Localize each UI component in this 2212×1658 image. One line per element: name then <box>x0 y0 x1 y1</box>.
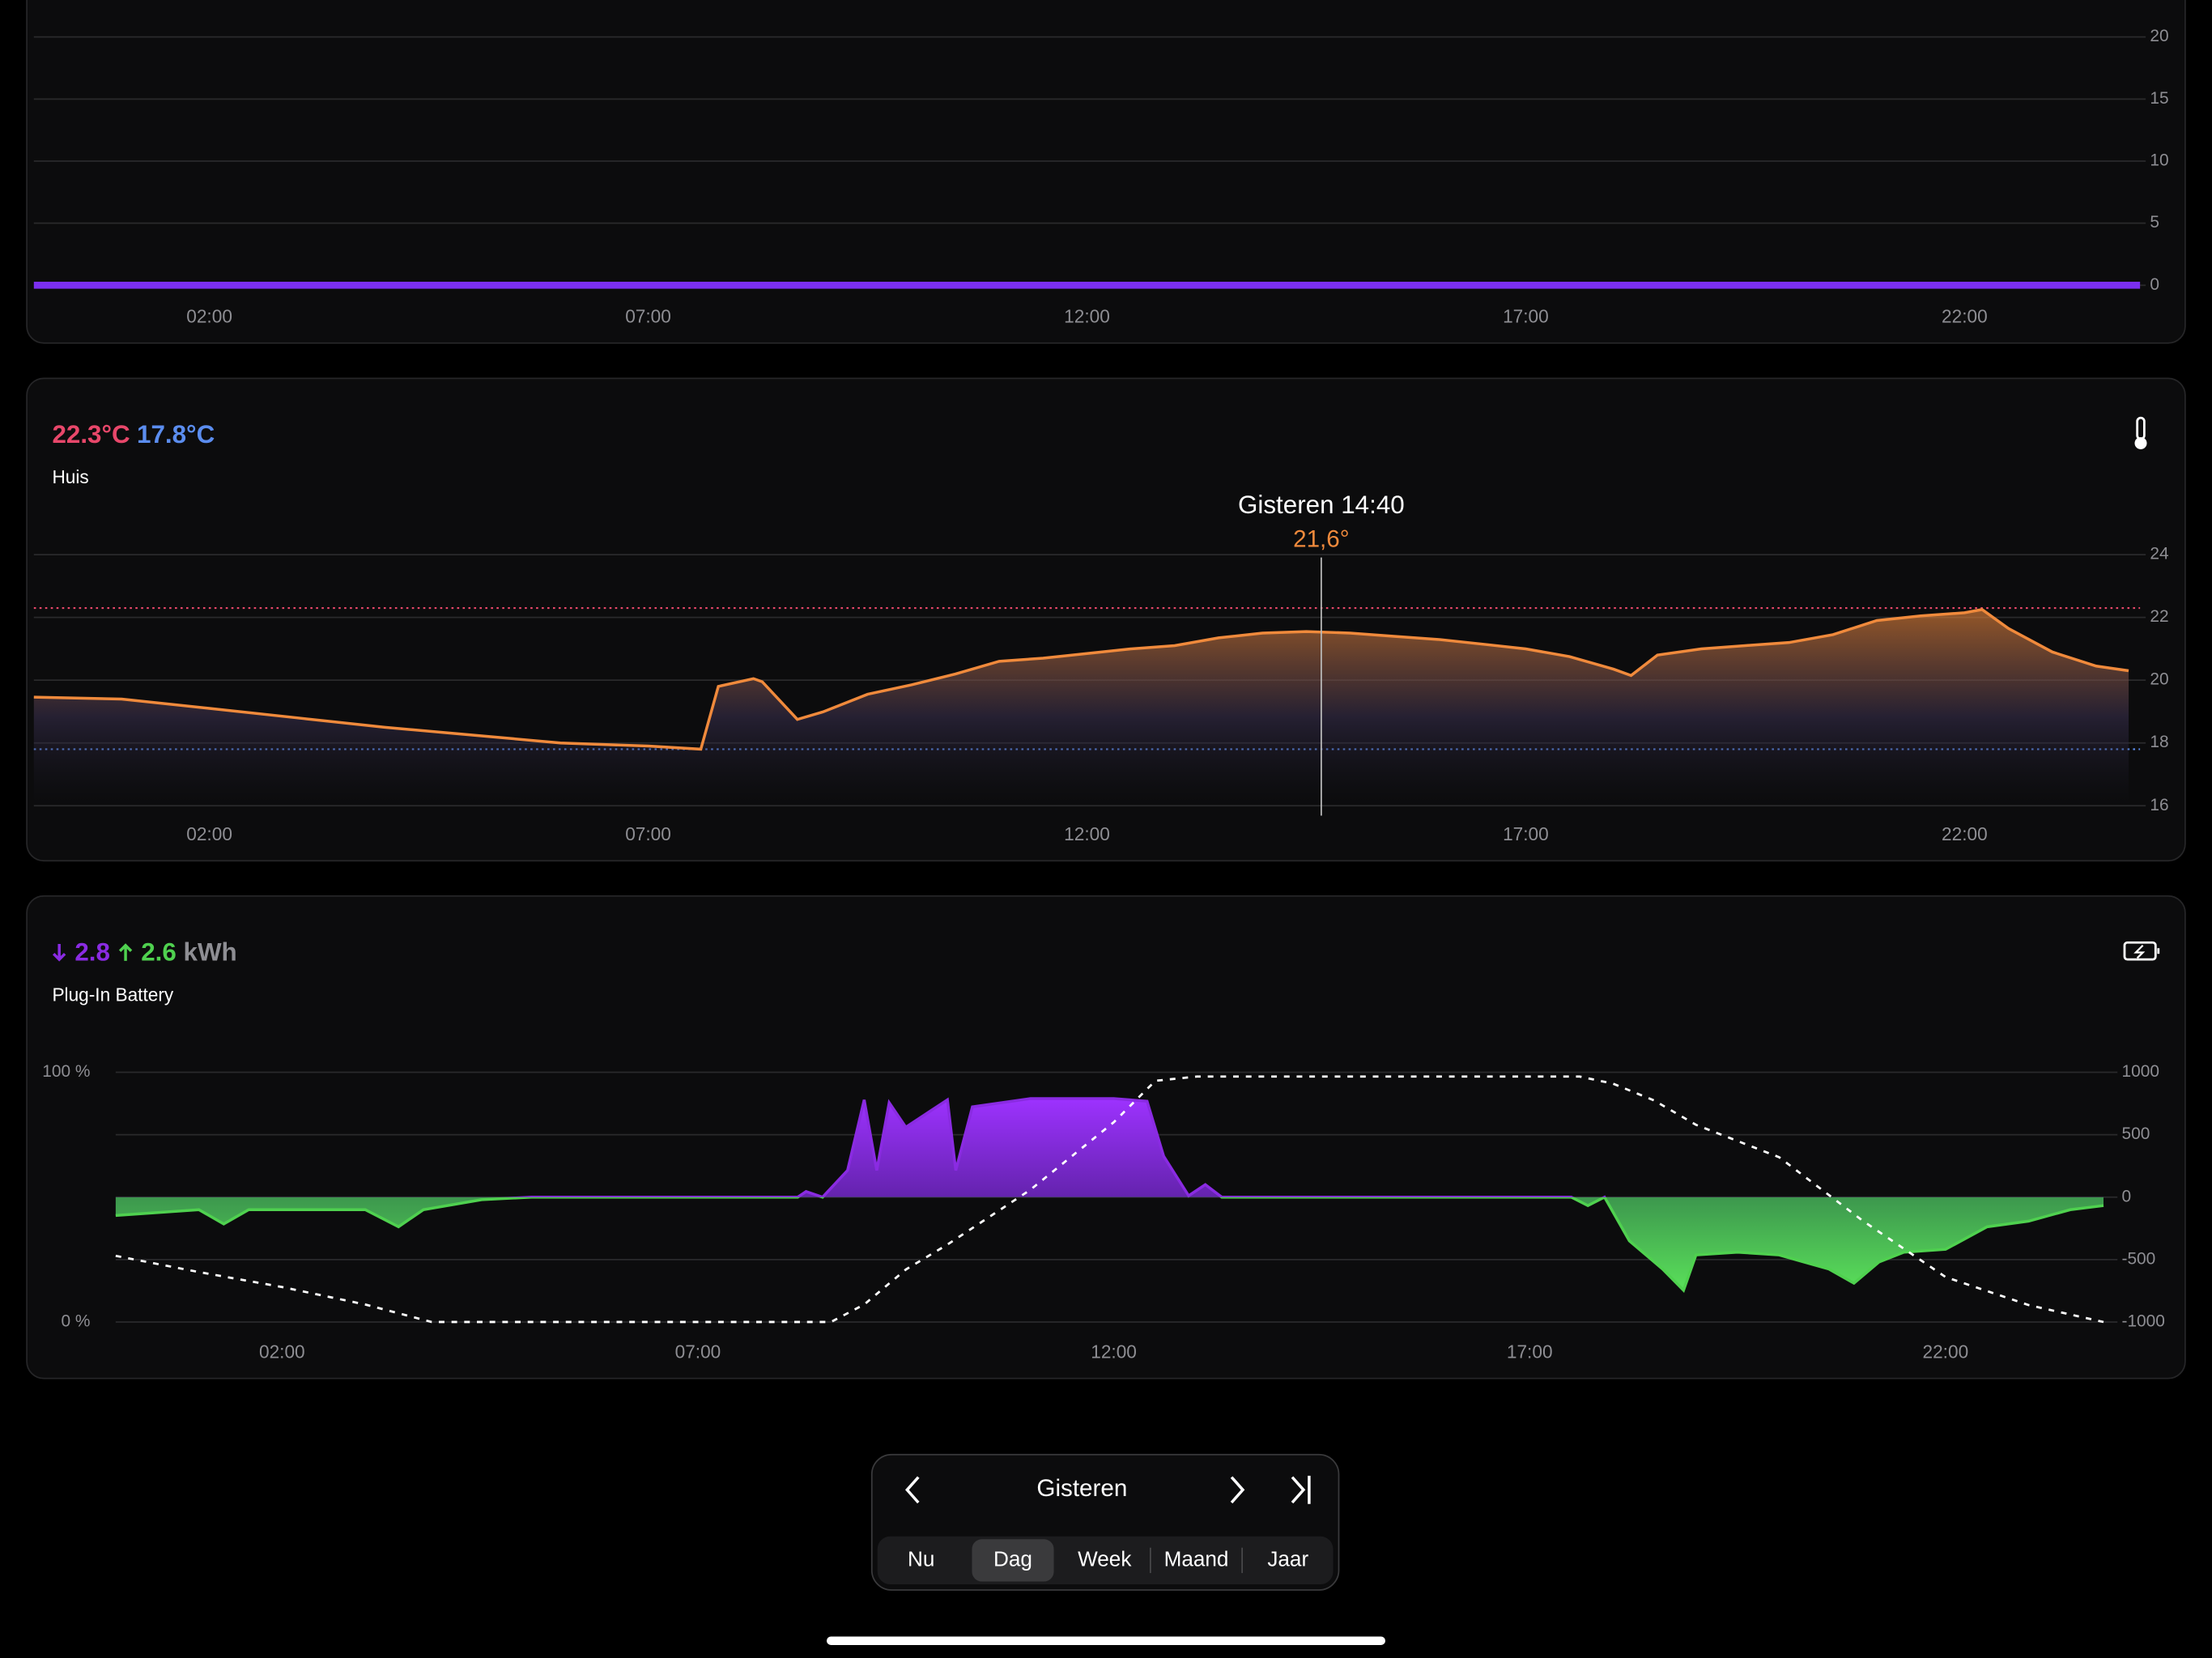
y-tick-label: 20 <box>2150 27 2168 45</box>
unit: kWh <box>184 937 237 966</box>
y-tick-label: 10 <box>2150 151 2168 170</box>
battery-icon <box>2123 941 2160 961</box>
latest-button[interactable] <box>1291 1475 1311 1504</box>
tab[interactable]: Jaar <box>1267 1546 1308 1571</box>
subtitle: Plug-In Battery <box>52 984 173 1005</box>
x-tick-label: 22:00 <box>1923 1341 1969 1362</box>
export-value: 2.6 <box>141 937 177 966</box>
prev-button[interactable] <box>904 1476 920 1504</box>
line <box>504 1097 1606 1197</box>
area <box>115 1098 2104 1197</box>
cursor-value: 21,6° <box>1293 526 1349 553</box>
cursor-label: Gisteren 14:40 <box>1238 491 1405 519</box>
x-tick-label: 12:00 <box>1064 823 1110 844</box>
tab[interactable]: Week <box>1078 1546 1132 1571</box>
tab[interactable]: Dag <box>993 1546 1032 1571</box>
y-tick-label: 22 <box>2150 607 2168 626</box>
x-tick-label: 02:00 <box>259 1341 305 1362</box>
y-tick-label: 20 <box>2150 670 2168 689</box>
x-tick-label: 22:00 <box>1942 823 1988 844</box>
y-tick-label: 1000 <box>2121 1062 2159 1081</box>
line <box>33 608 2129 751</box>
y-tick-label: -500 <box>2121 1249 2155 1268</box>
y-tick-label: 16 <box>2150 796 2168 814</box>
y-tick-label: 100 % <box>42 1062 90 1081</box>
max-temp: 22.3°C <box>52 420 130 449</box>
x-tick-label: 02:00 <box>186 823 232 844</box>
x-tick-label: 07:00 <box>625 305 671 326</box>
x-tick-label: 07:00 <box>675 1341 721 1362</box>
x-tick-label: 12:00 <box>1064 305 1110 326</box>
x-tick-label: 17:00 <box>1507 1341 1553 1362</box>
x-tick-label: 17:00 <box>1503 823 1549 844</box>
thermometer-icon <box>2134 416 2147 449</box>
next-button[interactable] <box>1230 1476 1245 1504</box>
import-value: 2.8 <box>74 937 110 966</box>
y-tick-label: 5 <box>2150 213 2159 232</box>
y-tick-label: 0 % <box>62 1312 91 1330</box>
charts: 0 5 10 15 20 02:00 07:00 12:00 17:00 22:00 16 18 20 2… <box>33 27 2169 1362</box>
tab[interactable]: Nu <box>908 1546 934 1571</box>
tab[interactable]: Maand <box>1164 1546 1229 1571</box>
tabs: Nu Dag Week Maand Jaar <box>908 1539 1308 1582</box>
import-arrow <box>52 944 66 962</box>
x-tick-label: 17:00 <box>1503 305 1549 326</box>
y-tick-label: 500 <box>2121 1124 2150 1143</box>
home-indicator <box>827 1636 1385 1645</box>
y-tick-label: 0 <box>2121 1187 2131 1205</box>
y-tick-label: 24 <box>2150 545 2168 563</box>
x-tick-label: 07:00 <box>625 823 671 844</box>
navigation: Gisteren Nu Dag Week Maand Jaar <box>870 1453 1340 1591</box>
area <box>33 609 2129 806</box>
period-label: Gisteren <box>1036 1475 1127 1502</box>
export-arrow <box>118 943 133 961</box>
line <box>115 1197 2104 1293</box>
y-tick-label: -1000 <box>2121 1312 2164 1330</box>
y-tick-label: 0 <box>2150 275 2159 294</box>
area <box>115 1197 2104 1290</box>
x-tick-label: 22:00 <box>1942 305 1988 326</box>
min-temp: 17.8°C <box>137 420 215 449</box>
panel-header: 22.3°C 17.8°C Huis <box>52 416 2147 487</box>
panel <box>26 0 2186 344</box>
selected-tab <box>972 1539 1054 1582</box>
x-tick-label: 02:00 <box>186 305 232 326</box>
x-tick-label: 12:00 <box>1091 1341 1137 1362</box>
subtitle: Huis <box>52 466 88 487</box>
y-tick-label: 18 <box>2150 733 2168 751</box>
y-tick-label: 15 <box>2150 89 2168 108</box>
panel-header: 2.8 2.6 kWh Plug-In Battery <box>52 937 2160 1005</box>
line <box>115 1075 2104 1324</box>
